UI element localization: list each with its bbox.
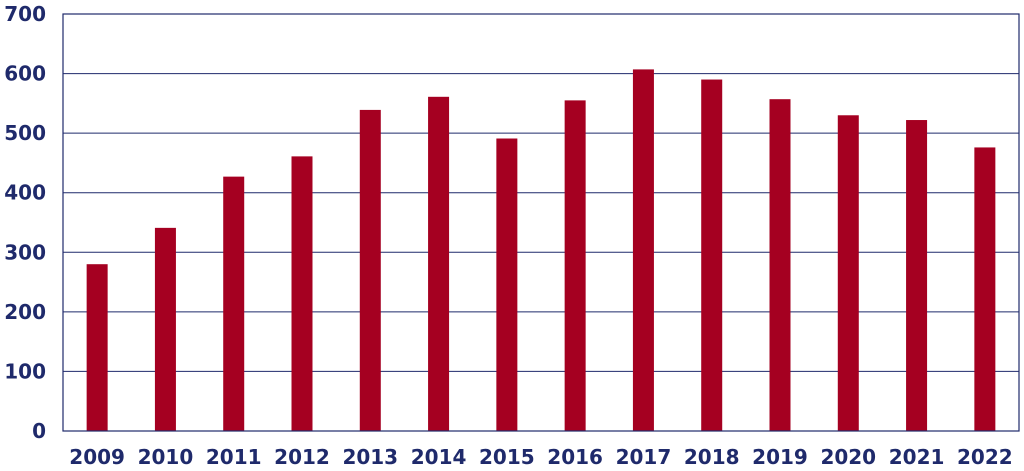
x-tick-label-2020: 2020 bbox=[820, 445, 876, 469]
bar-2015 bbox=[496, 138, 518, 432]
x-tick-label-2019: 2019 bbox=[752, 445, 808, 469]
bar-2011 bbox=[223, 176, 245, 431]
bar-2009 bbox=[86, 264, 108, 431]
x-tick-label-2015: 2015 bbox=[479, 445, 535, 469]
bar-2014 bbox=[428, 96, 450, 431]
y-tick-label-700: 700 bbox=[4, 2, 46, 26]
bar-2019 bbox=[769, 99, 791, 432]
bar-2010 bbox=[154, 227, 176, 431]
y-axis-tick-labels: 0 100 200 300 400 500 600 700 bbox=[4, 2, 46, 443]
y-tick-label-600: 600 bbox=[4, 62, 46, 86]
y-tick-label-400: 400 bbox=[4, 181, 46, 205]
bar-2020 bbox=[837, 115, 859, 432]
x-tick-label-2021: 2021 bbox=[889, 445, 945, 469]
bar-2012 bbox=[291, 156, 313, 431]
bar-2022 bbox=[974, 147, 996, 431]
x-tick-label-2011: 2011 bbox=[206, 445, 262, 469]
x-tick-label-2012: 2012 bbox=[274, 445, 330, 469]
bar-2021 bbox=[906, 120, 928, 431]
y-tick-label-200: 200 bbox=[4, 300, 46, 324]
x-tick-label-2016: 2016 bbox=[547, 445, 603, 469]
bar-2013 bbox=[359, 109, 381, 431]
y-tick-label-300: 300 bbox=[4, 240, 46, 264]
x-tick-label-2018: 2018 bbox=[684, 445, 740, 469]
bar-2018 bbox=[701, 79, 723, 432]
x-tick-label-2014: 2014 bbox=[411, 445, 467, 469]
plot-area-frame bbox=[62, 13, 1020, 432]
x-tick-label-2009: 2009 bbox=[69, 445, 125, 469]
gridlines bbox=[63, 73, 1019, 372]
x-tick-label-2022: 2022 bbox=[957, 445, 1013, 469]
x-axis-tick-labels: 2009 2010 2011 2012 2013 2014 2015 2016 2017 2018… bbox=[69, 445, 1012, 469]
y-tick-label-100: 100 bbox=[4, 359, 46, 383]
y-tick-label-500: 500 bbox=[4, 121, 46, 145]
x-tick-label-2010: 2010 bbox=[138, 445, 194, 469]
bars bbox=[86, 69, 996, 432]
x-tick-label-2013: 2013 bbox=[342, 445, 398, 469]
bar-2017 bbox=[632, 69, 654, 431]
x-tick-label-2017: 2017 bbox=[616, 445, 672, 469]
bar-2016 bbox=[564, 100, 586, 431]
y-tick-label-0: 0 bbox=[32, 419, 46, 443]
